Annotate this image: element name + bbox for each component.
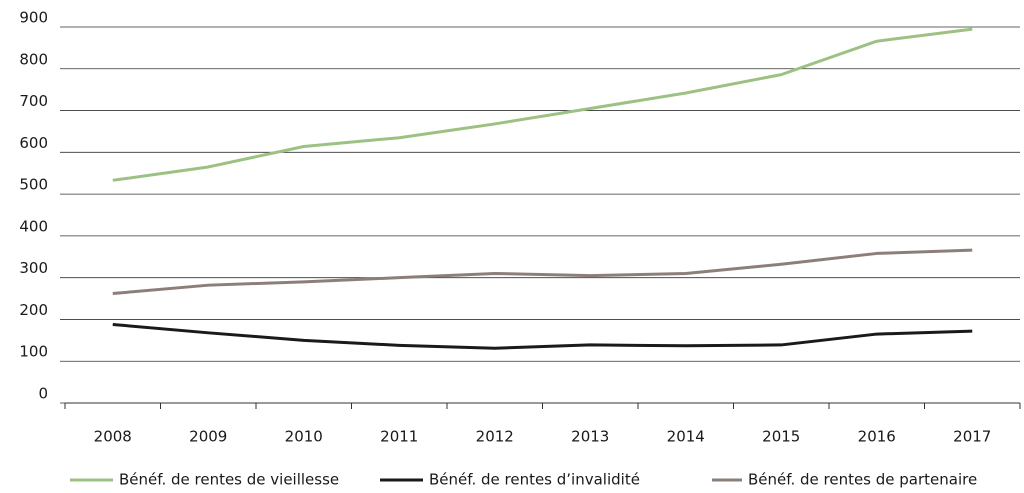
y-tick-label: 800 xyxy=(19,50,48,68)
y-tick-label: 100 xyxy=(19,343,48,361)
y-tick-label: 500 xyxy=(19,176,48,194)
x-tick-label: 2014 xyxy=(667,428,705,446)
x-tick-label: 2009 xyxy=(189,428,227,446)
series-line xyxy=(112,27,973,182)
series-line xyxy=(112,248,973,296)
y-tick-label: 700 xyxy=(19,92,48,110)
legend-label: Bénéf. de rentes de vieillesse xyxy=(119,471,339,489)
x-tick-label: 2016 xyxy=(858,428,896,446)
x-tick-label: 2011 xyxy=(380,428,418,446)
x-tick-label: 2013 xyxy=(571,428,609,446)
y-tick-label: 300 xyxy=(19,259,48,277)
y-tick-label: 200 xyxy=(19,301,48,319)
x-tick-label: 2008 xyxy=(94,428,132,446)
y-tick-label: 900 xyxy=(19,9,48,27)
y-tick-label: 400 xyxy=(19,217,48,235)
x-tick-label: 2017 xyxy=(953,428,991,446)
x-tick-label: 2015 xyxy=(762,428,800,446)
y-tick-label: 0 xyxy=(38,385,48,403)
y-tick-label: 600 xyxy=(19,134,48,152)
legend-label: Bénéf. de rentes de partenaire xyxy=(748,471,977,489)
x-tick-label: 2010 xyxy=(285,428,323,446)
series-line xyxy=(112,322,973,350)
legend-label: Bénéf. de rentes d’invalidité xyxy=(429,471,640,489)
x-tick-label: 2012 xyxy=(476,428,514,446)
